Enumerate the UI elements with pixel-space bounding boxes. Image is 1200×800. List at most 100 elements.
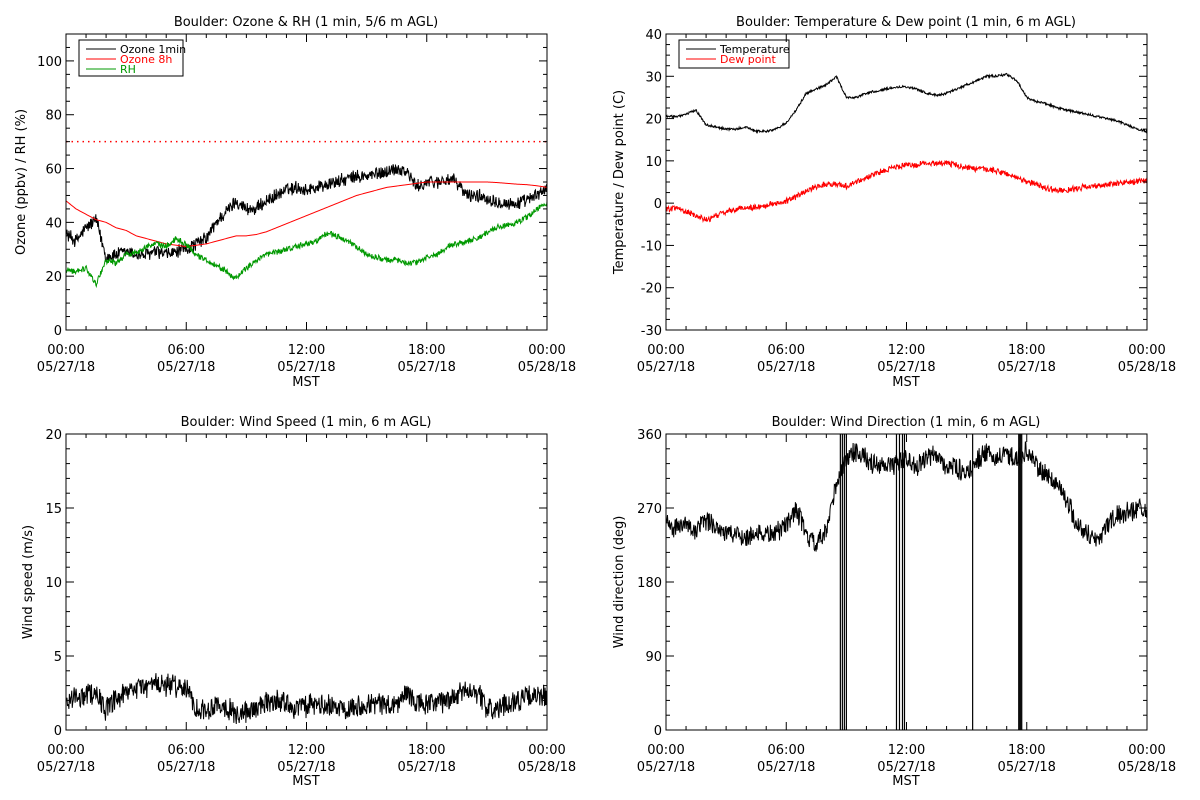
x-tick-date-label: 05/28/18 [1118, 360, 1176, 375]
legend-entry: Temperature [719, 43, 790, 56]
x-tick-date-label: 05/27/18 [877, 360, 935, 375]
y-axis: -30 -20 -10 0 10 20 30 40 [641, 28, 1147, 339]
x-tick-date-label: 05/27/18 [998, 760, 1056, 775]
y-tick-label: -30 [641, 324, 662, 339]
x-tick-date-label: 05/27/18 [37, 360, 95, 375]
x-axis: 00:00 05/27/18 06:00 05/27/18 12:00 05/27/18 1… [37, 434, 576, 775]
x-tick-label: 12:00 [888, 343, 925, 358]
series-line [66, 164, 547, 263]
x-tick-date-label: 05/27/18 [37, 760, 95, 775]
x-axis: 00:00 05/27/18 06:00 05/27/18 12:00 05/27/18 1… [37, 34, 576, 375]
y-tick-label: 0 [654, 197, 662, 212]
y-axis-label: Ozone (ppbv) / RH (%) [14, 109, 29, 255]
x-axis-label: MST [892, 375, 919, 390]
x-tick-date-label: 05/27/18 [398, 360, 456, 375]
y-tick-label: 270 [637, 502, 662, 517]
x-tick-label: 00:00 [528, 343, 565, 358]
y-axis-label: Wind speed (m/s) [21, 525, 36, 639]
x-tick-label: 00:00 [528, 743, 565, 758]
y-tick-label: 80 [45, 109, 62, 124]
y-tick-label: 5 [54, 650, 62, 665]
chart-title: Boulder: Ozone & RH (1 min, 5/6 m AGL) [174, 15, 438, 30]
x-tick-label: 18:00 [408, 743, 445, 758]
x-tick-date-label: 05/27/18 [157, 760, 215, 775]
x-tick-date-label: 05/28/18 [1118, 760, 1176, 775]
x-tick-date-label: 05/28/18 [518, 360, 576, 375]
x-tick-label: 06:00 [168, 743, 205, 758]
chart-title: Boulder: Wind Direction (1 min, 6 m AGL) [772, 415, 1041, 430]
y-tick-label: 40 [645, 28, 662, 43]
y-tick-label: 40 [45, 216, 62, 231]
series-line [66, 181, 547, 248]
x-tick-label: 00:00 [1128, 743, 1165, 758]
series-line [666, 159, 1147, 224]
x-tick-label: 18:00 [1008, 343, 1045, 358]
y-axis-label: Wind direction (deg) [612, 516, 627, 649]
x-tick-date-label: 05/27/18 [637, 760, 695, 775]
y-axis: 0 90 180 270 360 [637, 428, 1147, 739]
y-tick-label: -20 [641, 282, 662, 297]
x-tick-label: 06:00 [168, 343, 205, 358]
y-tick-label: 90 [645, 650, 662, 665]
legend-entry: Ozone 8h [120, 53, 172, 66]
y-tick-label: 20 [645, 113, 662, 128]
plot-area [66, 673, 547, 724]
series-line [666, 441, 1147, 552]
x-tick-label: 00:00 [47, 343, 84, 358]
x-tick-label: 06:00 [768, 343, 805, 358]
y-axis: 0 5 10 15 20 [45, 428, 547, 739]
y-tick-label: 0 [54, 724, 62, 739]
x-tick-label: 18:00 [408, 343, 445, 358]
y-tick-label: 30 [645, 70, 662, 85]
x-axis-label: MST [292, 375, 319, 390]
y-tick-label: 360 [637, 428, 662, 443]
axes-frame [665, 33, 1148, 331]
panel-ozone-rh: Boulder: Ozone & RH (1 min, 5/6 m AGL) O… [14, 15, 576, 390]
y-tick-label: 15 [45, 502, 62, 517]
x-axis-label: MST [292, 774, 319, 789]
legend-entry: Ozone 1min [120, 43, 186, 56]
x-tick-label: 12:00 [888, 743, 925, 758]
series-line [66, 201, 547, 289]
plot-area [666, 72, 1147, 224]
axes-frame [665, 433, 1148, 731]
x-tick-date-label: 05/28/18 [518, 760, 576, 775]
plot-area [666, 434, 1147, 730]
x-axis: 00:00 05/27/18 06:00 05/27/18 12:00 05/27/18 1… [637, 34, 1176, 375]
x-tick-label: 00:00 [1128, 343, 1165, 358]
panel-temperature-dewpoint: Boulder: Temperature & Dew point (1 min,… [612, 15, 1176, 390]
y-axis: 0 20 40 60 80 100 [37, 46, 547, 339]
series-line [666, 72, 1147, 134]
chart-title: Boulder: Wind Speed (1 min, 6 m AGL) [181, 415, 432, 430]
chart-title: Boulder: Temperature & Dew point (1 min,… [736, 15, 1076, 30]
x-tick-date-label: 05/27/18 [757, 760, 815, 775]
y-tick-label: 10 [45, 576, 62, 591]
legend-entry: Dew point [720, 53, 776, 66]
legend-entry: RH [120, 63, 136, 76]
x-tick-label: 00:00 [647, 343, 684, 358]
x-tick-label: 00:00 [47, 743, 84, 758]
y-axis-label: Temperature / Dew point (C) [612, 90, 627, 275]
y-tick-label: 20 [45, 428, 62, 443]
panel-wind-speed: Boulder: Wind Speed (1 min, 6 m AGL) Win… [21, 415, 576, 789]
panel-wind-direction: Boulder: Wind Direction (1 min, 6 m AGL)… [612, 415, 1176, 789]
x-axis-label: MST [892, 774, 919, 789]
y-tick-label: 180 [637, 576, 662, 591]
x-tick-label: 12:00 [288, 743, 325, 758]
y-tick-label: 20 [45, 270, 62, 285]
x-tick-date-label: 05/27/18 [877, 760, 935, 775]
y-tick-label: 100 [37, 55, 62, 70]
legend-box [78, 39, 184, 77]
x-tick-date-label: 05/27/18 [998, 360, 1056, 375]
x-tick-date-label: 05/27/18 [277, 360, 335, 375]
legend-box [678, 39, 790, 69]
y-tick-label: 0 [654, 724, 662, 739]
x-axis: 00:00 05/27/18 06:00 05/27/18 12:00 05/27/18 1… [637, 434, 1176, 775]
x-tick-label: 18:00 [1008, 743, 1045, 758]
x-tick-label: 12:00 [288, 343, 325, 358]
y-tick-label: -10 [641, 239, 662, 254]
y-tick-label: 60 [45, 163, 62, 178]
